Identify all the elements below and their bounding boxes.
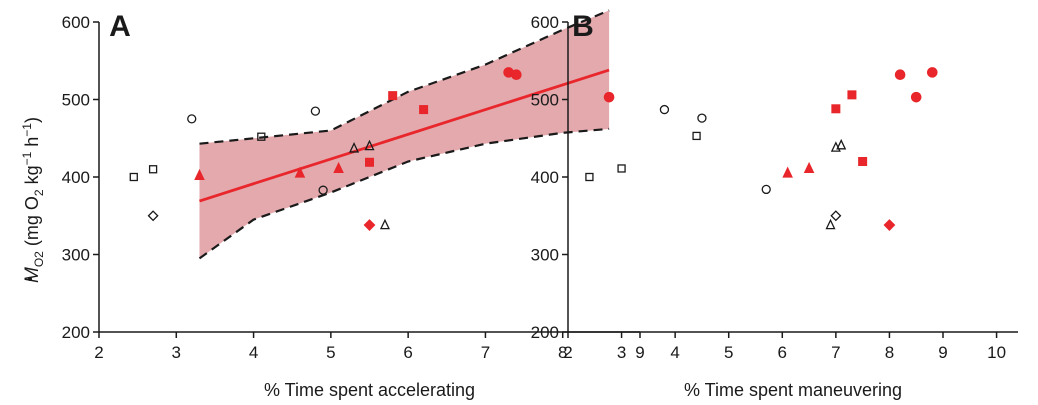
y-tick-label: 500 [62, 91, 90, 110]
data-point-triangle-filled-13 [782, 166, 793, 178]
x-tick-label: 9 [938, 343, 947, 362]
ci-upper-line [199, 9, 610, 145]
y-tick-label: 200 [531, 323, 559, 342]
data-point-square-filled-11 [419, 105, 429, 115]
data-point-square-filled-12 [365, 157, 374, 167]
data-point-triangle-filled-14 [294, 166, 306, 178]
data-point-diamond-open-6 [830, 210, 842, 222]
data-point-square-open-1 [617, 164, 626, 173]
y-symbol: M [22, 267, 43, 283]
y-tick-label: 600 [62, 13, 90, 32]
panel-b: 200 300 400 500 600 2 3 4 5 6 7 8 9 10 % Time spent ma… [531, 10, 1018, 400]
y-tick-label: 400 [531, 168, 559, 187]
data-point-square-open-2 [692, 131, 701, 141]
data-point-triangle-filled-15 [333, 161, 344, 174]
data-point-circle-open-5 [761, 184, 771, 195]
y-tick-label: 300 [62, 246, 90, 265]
panel-a: 200 300 400 500 600 2 3 4 5 6 7 8 9 % Time spent acce… [62, 9, 645, 400]
data-point-circle-filled-15 [894, 69, 906, 80]
data-point-diamond-open-6 [147, 210, 159, 222]
data-point-triangle-open-8 [836, 138, 847, 150]
ci-lower-line [198, 127, 610, 260]
panel-letter: B [572, 10, 594, 43]
data-point-circle-open-4 [697, 113, 707, 123]
y-axis-title: MO2 (mg O2 kg−1 h−1) [20, 117, 46, 283]
x-axis-title: % Time spent maneuvering [684, 380, 902, 400]
y-title-sub: 2 [32, 189, 46, 196]
x-tick-label: 9 [635, 343, 644, 362]
y-symbol-dot [28, 277, 32, 281]
data-point-triangle-filled-13 [194, 168, 205, 180]
y-title-part3: h [22, 137, 42, 152]
x-tick-label: 8 [558, 343, 567, 362]
y-title-part2: kg [22, 165, 42, 189]
x-tick-label: 7 [831, 343, 840, 362]
x-tick-label: 3 [172, 343, 181, 362]
x-tick-label: 2 [94, 343, 103, 362]
data-point-circle-filled-17 [910, 91, 922, 103]
data-point-circle-filled-17 [511, 69, 522, 80]
data-point-triangle-open-9 [379, 218, 390, 230]
data-point-circle-open-5 [318, 185, 328, 195]
x-tick-label: 6 [403, 343, 412, 362]
y-symbol-sub: O2 [32, 251, 46, 267]
panel-letter: A [109, 10, 131, 43]
data-point-square-open-0 [129, 172, 138, 182]
x-tick-label: 10 [987, 343, 1006, 362]
x-tick-label: 5 [724, 343, 733, 362]
y-title-sup1: −1 [20, 151, 34, 165]
data-point-circle-open-4 [310, 106, 321, 116]
data-point-square-open-1 [148, 165, 158, 174]
x-tick-label: 4 [249, 343, 258, 362]
y-tick-label: 200 [62, 323, 90, 342]
svg-text:MO2 (mg O2 kg−1 h−1): MO2 (mg O2 kg−1 h−1) [20, 117, 46, 283]
y-tick-label: 400 [62, 168, 90, 187]
data-point-diamond-filled-19 [363, 219, 376, 231]
data-point-triangle-open-7 [349, 142, 360, 153]
data-point-square-filled-11 [831, 104, 841, 114]
y-tick-label: 500 [531, 91, 559, 110]
x-tick-label: 4 [670, 343, 679, 362]
x-tick-label: 7 [481, 343, 490, 362]
x-tick-label: 6 [778, 343, 787, 362]
data-point-square-filled-12 [858, 157, 868, 166]
data-point-circle-filled-16 [926, 67, 938, 78]
data-point-triangle-filled-14 [803, 161, 815, 174]
data-point-triangle-open-9 [825, 218, 836, 230]
y-title-sup2: −1 [20, 123, 34, 137]
regression-line [199, 68, 610, 203]
data-point-circle-filled-18 [603, 91, 615, 103]
x-tick-label: 5 [326, 343, 335, 362]
data-point-circle-open-3 [659, 104, 670, 115]
data-point-triangle-open-8 [364, 139, 375, 151]
data-point-square-filled-10 [847, 90, 857, 100]
x-tick-label: 3 [617, 343, 626, 362]
y-title-part1: (mg O [22, 196, 42, 246]
x-tick-label: 2 [563, 343, 572, 362]
y-title-close: ) [22, 117, 42, 123]
data-point-square-filled-10 [388, 91, 398, 101]
x-axis-title: % Time spent accelerating [264, 380, 475, 400]
data-point-diamond-filled-18 [883, 219, 896, 231]
data-point-circle-open-3 [187, 114, 197, 124]
data-point-square-open-0 [585, 172, 594, 182]
y-tick-label: 300 [531, 246, 559, 265]
x-tick-label: 8 [885, 343, 894, 362]
y-tick-label: 600 [531, 13, 559, 32]
data-point-square-open-2 [257, 132, 266, 141]
